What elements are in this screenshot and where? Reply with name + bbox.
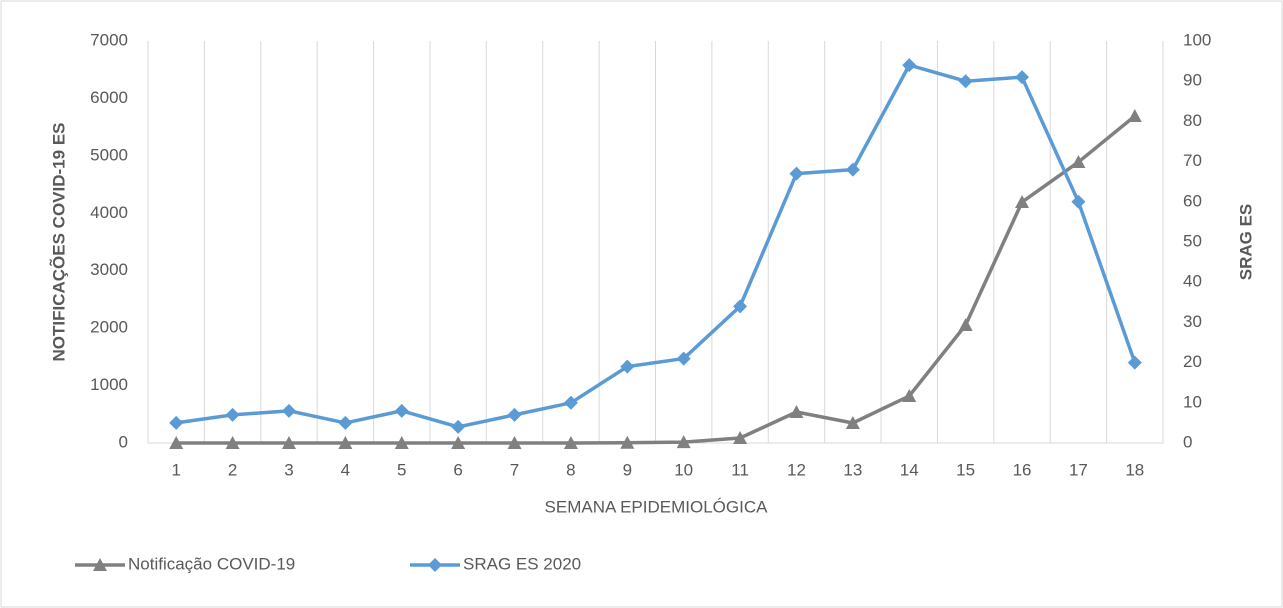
marker [958,74,973,89]
marker [507,407,522,422]
x-tick-label: 1 [171,460,180,479]
marker [845,162,860,177]
marker [93,558,107,571]
y-tick-label: 2000 [90,318,128,337]
x-tick-label: 2 [228,460,237,479]
series-line [176,114,1136,445]
x-tick-label: 18 [1125,460,1144,479]
marker [281,403,296,418]
marker [1127,355,1142,370]
y-axis-title: NOTIFICAÇÕES COVID-19 ES [48,123,68,362]
x-tick-label: 11 [731,460,749,479]
marker [451,419,466,434]
marker [620,435,635,449]
marker [733,431,748,445]
x-tick-label: 9 [623,460,632,479]
x-tick-label: 8 [566,460,575,479]
marker [902,389,917,403]
marker [169,436,184,449]
marker [338,436,353,449]
y-tick-label: 5000 [90,145,128,164]
legend-label: Notificação COVID-19 [128,554,295,573]
marker [1015,70,1030,85]
y-tick-label: 4000 [90,203,128,222]
y2-tick-label: 20 [1183,352,1202,371]
x-tick-label: 5 [397,460,406,479]
y2-tick-label: 90 [1183,71,1202,90]
marker [958,317,973,331]
marker [733,299,748,314]
x-tick-label: 14 [900,460,919,479]
y2-tick-label: 10 [1183,392,1202,411]
y-tick-label: 3000 [90,260,128,279]
x-tick-label: 10 [674,460,693,479]
marker [169,415,184,430]
marker [225,436,240,449]
x-axis-title: SEMANA EPIDEMIOLÓGICA [545,497,769,516]
y-tick-label: 1000 [90,375,128,394]
x-tick-label: 16 [1013,460,1032,479]
series-line [175,63,1137,429]
x-tick-label: 17 [1069,460,1088,479]
y2-axis-title: SRAG ES [1236,204,1255,281]
marker [428,558,442,572]
marker [225,407,240,422]
marker [1015,195,1030,209]
marker [789,404,804,418]
y2-tick-label: 80 [1183,111,1202,130]
y-tick-label: 6000 [90,88,128,107]
x-tick-label: 3 [284,460,293,479]
y2-tick-label: 100 [1183,30,1211,49]
x-tick-label: 13 [843,460,862,479]
y2-tick-label: 60 [1183,191,1202,210]
y2-tick-label: 30 [1183,312,1202,331]
y2-tick-label: 0 [1183,432,1192,451]
marker [281,436,296,449]
y-tick-label: 0 [119,432,128,451]
marker [563,395,578,410]
y2-tick-label: 70 [1183,151,1202,170]
marker [620,359,635,374]
y2-tick-label: 50 [1183,231,1202,250]
marker [563,436,578,449]
marker [394,403,409,418]
marker [507,436,522,449]
marker [676,435,691,449]
marker [1127,109,1142,123]
legend-label: SRAG ES 2020 [463,554,581,573]
marker [1071,155,1086,169]
y2-tick-label: 40 [1183,272,1202,291]
marker [338,415,353,430]
marker [394,436,409,449]
x-tick-label: 4 [341,460,350,479]
x-tick-label: 7 [510,460,519,479]
marker [676,351,691,366]
marker [1071,194,1086,209]
marker [789,166,804,181]
x-tick-label: 15 [956,460,975,479]
marker [902,58,917,73]
x-tick-label: 12 [787,460,806,479]
x-tick-label: 6 [453,460,462,479]
marker [845,416,860,430]
y-tick-label: 7000 [90,30,128,49]
marker [451,436,466,449]
